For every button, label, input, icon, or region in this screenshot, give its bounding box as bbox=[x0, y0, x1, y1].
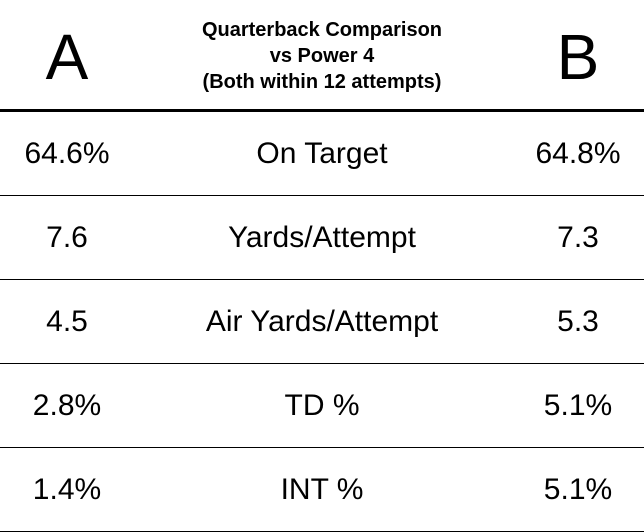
metric-label: INT % bbox=[280, 473, 364, 506]
comparison-title: Quarterback Comparison vs Power 4 (Both … bbox=[172, 17, 472, 95]
player-a-value: 4.5 bbox=[46, 305, 88, 338]
metric-label: Yards/Attempt bbox=[228, 221, 416, 254]
comparison-header: A Quarterback Comparison vs Power 4 (Bot… bbox=[0, 0, 644, 109]
player-a-label: A bbox=[45, 21, 89, 93]
player-b-value: 64.8% bbox=[535, 137, 621, 170]
metric-label: Air Yards/Attempt bbox=[205, 305, 439, 338]
player-a-value: 2.8% bbox=[32, 389, 102, 422]
metric-label: On Target bbox=[256, 137, 388, 170]
player-b-value: 5.1% bbox=[543, 389, 613, 422]
player-b-value: 5.3 bbox=[557, 305, 599, 338]
player-a-value: 1.4% bbox=[32, 473, 102, 506]
stat-row-td-percent: 2.8% TD % 5.1% bbox=[0, 364, 644, 448]
player-a-value: 7.6 bbox=[46, 221, 88, 254]
player-b-value: 7.3 bbox=[557, 221, 599, 254]
stat-row-on-target: 64.6% On Target 64.8% bbox=[0, 112, 644, 196]
player-a-value: 64.6% bbox=[24, 137, 110, 170]
title-line-2: vs Power 4 bbox=[269, 45, 375, 67]
title-line-1: Quarterback Comparison bbox=[201, 19, 443, 41]
stat-row-int-percent: 1.4% INT % 5.1% bbox=[0, 448, 644, 532]
header-divider bbox=[0, 109, 644, 112]
stat-rows: 64.6% On Target 64.8% 7.6 Yards/Attempt … bbox=[0, 112, 644, 532]
title-line-3: (Both within 12 attempts) bbox=[202, 71, 442, 93]
stat-row-yards-attempt: 7.6 Yards/Attempt 7.3 bbox=[0, 196, 644, 280]
player-b-value: 5.1% bbox=[543, 473, 613, 506]
player-b-label: B bbox=[556, 21, 600, 93]
stat-row-air-yards-attempt: 4.5 Air Yards/Attempt 5.3 bbox=[0, 280, 644, 364]
metric-label: TD % bbox=[284, 389, 360, 422]
